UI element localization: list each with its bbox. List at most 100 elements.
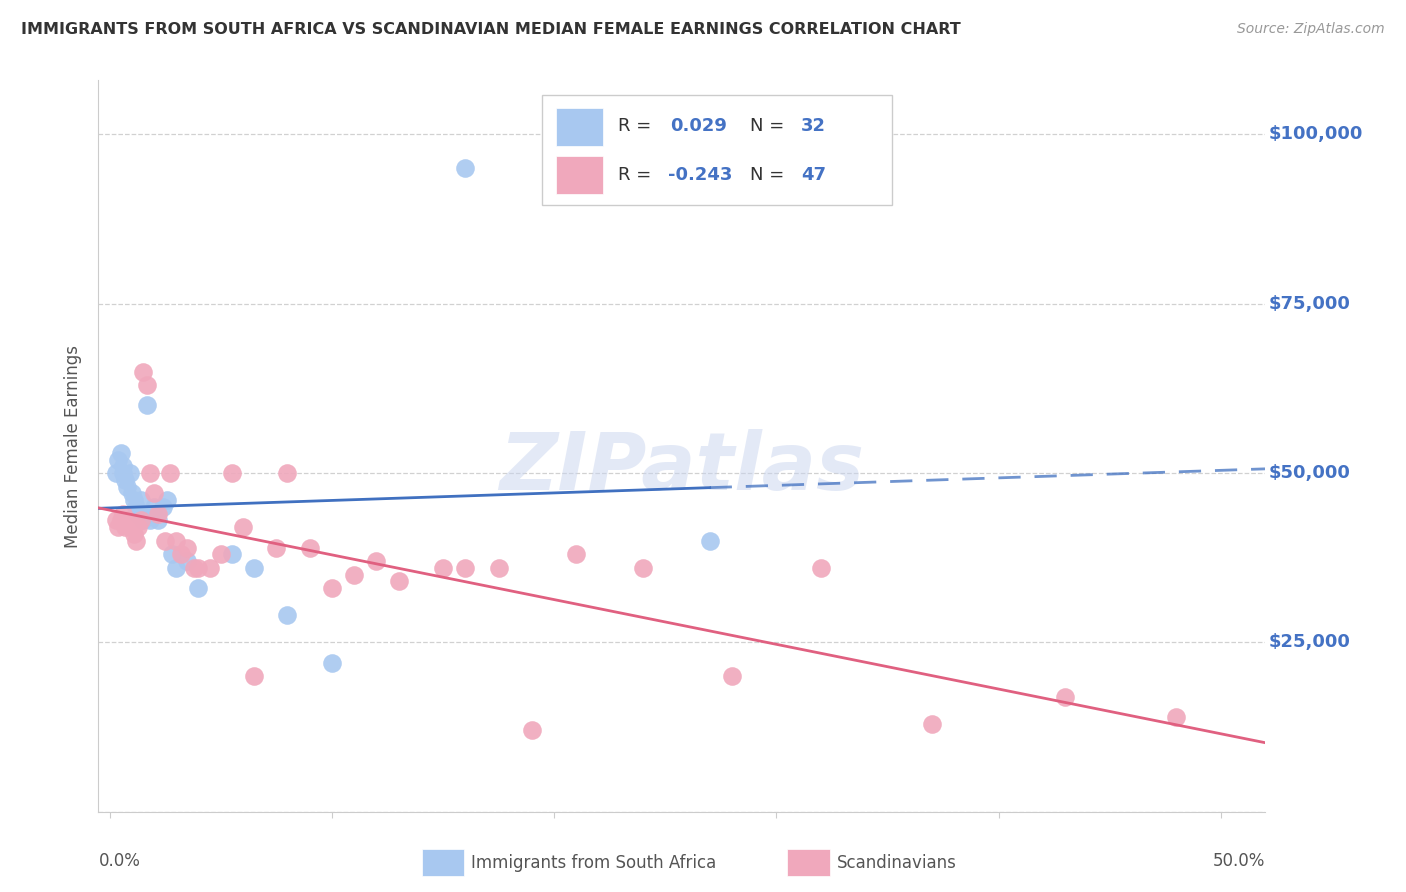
Point: [276, 466, 298, 480]
Point: [243, 669, 266, 683]
Point: [111, 459, 134, 474]
Point: [117, 480, 139, 494]
Point: [148, 507, 170, 521]
Point: [366, 554, 388, 568]
Point: [321, 581, 343, 595]
Text: 0.0%: 0.0%: [98, 852, 141, 870]
Point: [129, 514, 152, 528]
Point: [631, 561, 654, 575]
Point: [122, 527, 145, 541]
Point: [221, 547, 243, 561]
Text: R =: R =: [617, 167, 657, 185]
Point: [138, 466, 160, 480]
Text: $50,000: $50,000: [1268, 464, 1351, 482]
Point: [243, 561, 266, 575]
Point: [127, 520, 149, 534]
Point: [156, 493, 179, 508]
Point: [209, 547, 232, 561]
Point: [136, 378, 159, 392]
Point: [138, 514, 160, 528]
Text: 32: 32: [801, 117, 825, 135]
Point: [169, 547, 191, 561]
Text: Scandinavians: Scandinavians: [837, 854, 956, 871]
Point: [111, 466, 134, 480]
Point: [127, 507, 149, 521]
Point: [143, 500, 166, 514]
Point: [565, 547, 588, 561]
Text: N =: N =: [749, 117, 790, 135]
Point: [152, 500, 174, 514]
Point: [176, 541, 198, 555]
Point: [105, 514, 128, 528]
Point: [122, 493, 145, 508]
Point: [134, 507, 156, 521]
Text: $75,000: $75,000: [1268, 294, 1351, 313]
Text: -0.243: -0.243: [668, 167, 733, 185]
Point: [699, 533, 721, 548]
Point: [264, 541, 287, 555]
Point: [129, 493, 152, 508]
Point: [132, 514, 155, 528]
Point: [454, 561, 477, 575]
Text: R =: R =: [617, 117, 657, 135]
Point: [176, 554, 198, 568]
FancyBboxPatch shape: [541, 95, 891, 204]
Point: [125, 533, 148, 548]
Point: [141, 507, 163, 521]
Point: [187, 561, 209, 575]
Point: [110, 446, 132, 460]
Point: [159, 466, 181, 480]
Point: [1166, 710, 1188, 724]
Point: [143, 486, 166, 500]
Point: [187, 581, 209, 595]
Point: [107, 520, 129, 534]
Text: Source: ZipAtlas.com: Source: ZipAtlas.com: [1237, 22, 1385, 37]
Point: [118, 466, 141, 480]
Point: [165, 533, 187, 548]
Point: [125, 500, 148, 514]
Point: [121, 520, 143, 534]
Point: [148, 514, 170, 528]
Point: [343, 567, 366, 582]
Point: [110, 514, 132, 528]
Point: [160, 547, 183, 561]
Text: Immigrants from South Africa: Immigrants from South Africa: [471, 854, 716, 871]
Point: [132, 364, 155, 378]
Point: [488, 561, 510, 575]
Point: [321, 656, 343, 670]
Point: [721, 669, 744, 683]
Point: [198, 561, 221, 575]
Point: [136, 398, 159, 412]
Point: [105, 466, 128, 480]
Point: [165, 561, 187, 575]
Point: [221, 466, 243, 480]
Point: [298, 541, 321, 555]
Point: [520, 723, 543, 738]
Point: [1054, 690, 1077, 704]
Point: [117, 514, 139, 528]
Y-axis label: Median Female Earnings: Median Female Earnings: [65, 344, 83, 548]
Text: IMMIGRANTS FROM SOUTH AFRICA VS SCANDINAVIAN MEDIAN FEMALE EARNINGS CORRELATION : IMMIGRANTS FROM SOUTH AFRICA VS SCANDINA…: [21, 22, 960, 37]
Text: ZIPatlas: ZIPatlas: [499, 429, 865, 507]
Point: [810, 561, 832, 575]
Text: $100,000: $100,000: [1268, 126, 1364, 144]
Point: [118, 520, 141, 534]
Point: [183, 561, 205, 575]
Point: [114, 520, 136, 534]
Point: [232, 520, 254, 534]
Text: 50.0%: 50.0%: [1213, 852, 1265, 870]
Text: 47: 47: [801, 167, 825, 185]
Point: [153, 533, 176, 548]
Point: [921, 716, 943, 731]
Point: [454, 161, 477, 176]
Point: [387, 574, 409, 589]
Point: [107, 452, 129, 467]
Point: [121, 486, 143, 500]
Point: [432, 561, 454, 575]
Bar: [555, 155, 603, 194]
Point: [114, 473, 136, 487]
Text: N =: N =: [749, 167, 790, 185]
Point: [276, 608, 298, 623]
Point: [111, 507, 134, 521]
Bar: [555, 108, 603, 146]
